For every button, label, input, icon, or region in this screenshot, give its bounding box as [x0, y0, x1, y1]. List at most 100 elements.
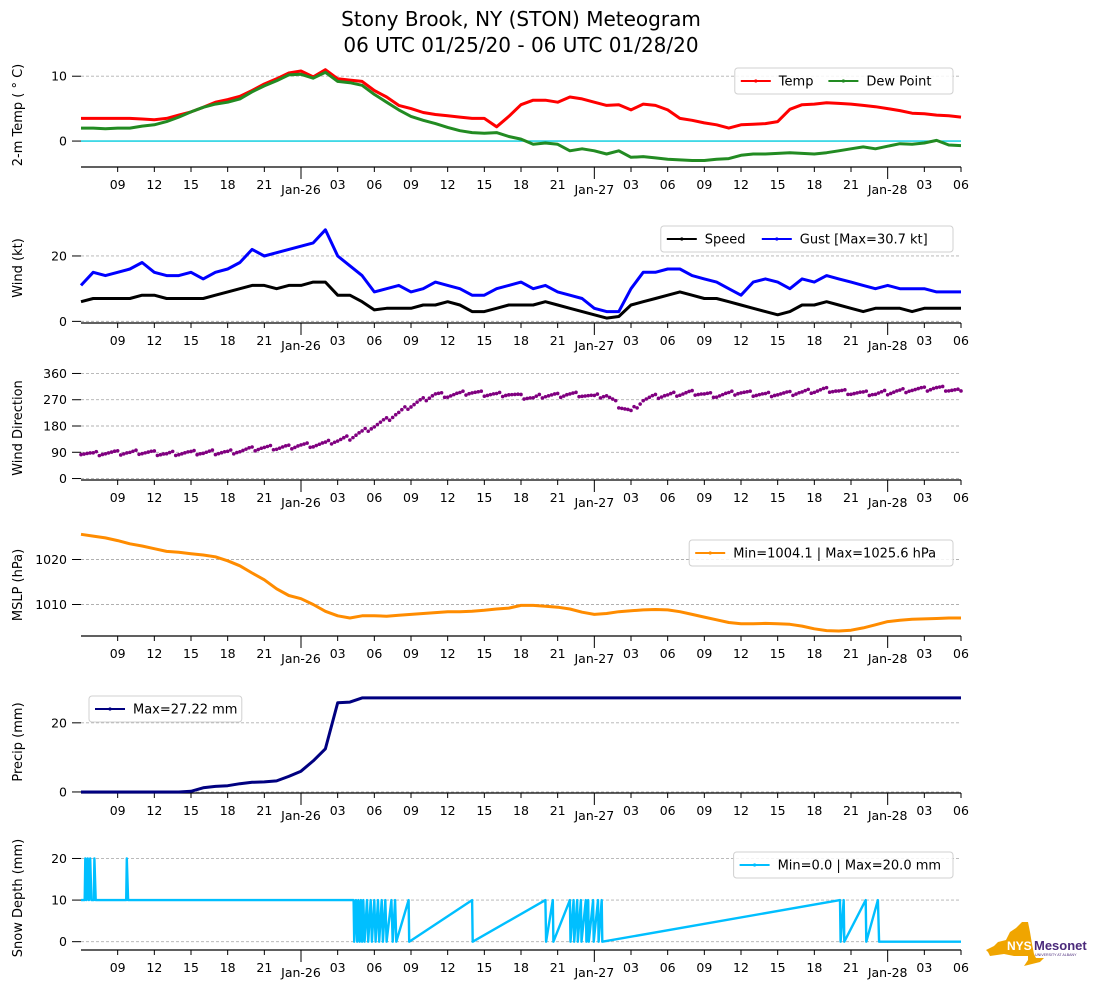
wind-direction-point — [861, 390, 866, 394]
panel-mslp: 1010 1020 MSLP (hPa) 09 12 15 18 21 03 06 09 12 15 18… — [11, 532, 969, 666]
wind-direction-point — [641, 398, 646, 403]
x-tick-label: 12 — [733, 803, 749, 818]
x-tick-label: 06 — [660, 960, 676, 975]
x-tick-label: 15 — [183, 177, 199, 192]
wind-direction-point — [956, 387, 960, 392]
legend: Speed Gust [Max=30.7 kt] — [660, 225, 954, 253]
wind-direction-point — [519, 392, 523, 397]
wind-direction-point — [409, 405, 413, 409]
x-tick-label: 15 — [770, 177, 786, 192]
wind-direction-point — [913, 387, 917, 392]
wind-direction-point — [85, 451, 89, 456]
wind-direction-point — [830, 389, 835, 394]
wind-direction-point — [806, 387, 811, 392]
wind-direction-point — [653, 392, 658, 397]
wind-direction-point — [455, 391, 459, 396]
x-tick-label: 18 — [806, 177, 822, 192]
x-tick-label: 15 — [476, 646, 492, 661]
wind-direction-point — [418, 397, 422, 402]
wind-direction-point — [186, 450, 190, 454]
wind-direction-point — [895, 389, 899, 393]
wind-direction-point — [91, 450, 96, 455]
x-tick-label: 03 — [916, 960, 932, 975]
x-tick-label: 06 — [953, 960, 969, 975]
wind-direction-point — [390, 415, 395, 420]
wind-direction-point — [271, 447, 276, 452]
x-tick-label: 12 — [146, 960, 162, 975]
x-date-label: Jan-26 — [280, 182, 321, 197]
x-date-label: Jan-27 — [573, 182, 614, 197]
y-tick-label: 10 — [51, 893, 67, 908]
wind-direction-point — [317, 442, 322, 447]
wind-direction-point — [262, 445, 267, 450]
x-tick-label: 18 — [513, 490, 529, 505]
wind-direction-point — [503, 393, 508, 398]
wind-direction-point — [467, 391, 471, 396]
x-tick-label: 15 — [183, 490, 199, 505]
x-date-label: Jan-26 — [280, 965, 321, 980]
wind-direction-point — [430, 394, 435, 398]
series-line-temp — [81, 68, 962, 130]
wind-direction-point — [950, 388, 954, 393]
wind-direction-point — [522, 397, 526, 401]
wind-direction-point — [946, 389, 951, 393]
legend-label: Max=27.22 mm — [133, 703, 237, 718]
x-tick-label: 12 — [146, 333, 162, 348]
x-tick-label: 03 — [623, 960, 639, 975]
wind-direction-point — [668, 391, 673, 396]
wind-direction-point — [687, 389, 691, 394]
wind-direction-point — [470, 391, 474, 395]
x-tick-label: 12 — [146, 646, 162, 661]
wind-direction-point — [925, 389, 930, 393]
wind-direction-point — [540, 396, 545, 400]
wind-direction-point — [513, 392, 517, 397]
wind-direction-point — [665, 393, 670, 397]
x-tick-label: 03 — [916, 177, 932, 192]
wind-direction-point — [791, 393, 795, 398]
y-tick-label: 0 — [59, 471, 67, 486]
x-date-label: Jan-28 — [867, 338, 908, 353]
wind-direction-point — [778, 392, 783, 396]
wind-direction-point — [247, 446, 251, 450]
y-tick-label: 180 — [43, 419, 67, 434]
wind-direction-point — [329, 442, 334, 446]
x-tick-label: 09 — [403, 960, 419, 975]
y-axis-label: 2-m Temp ( ° C) — [11, 64, 26, 167]
wind-direction-point — [283, 444, 288, 448]
series-line-speed — [80, 280, 961, 320]
wind-direction-point — [659, 395, 664, 399]
x-tick-label: 21 — [256, 803, 272, 818]
wind-direction-point — [94, 449, 99, 454]
wind-direction-point — [898, 388, 902, 392]
legend: Temp Dew Point — [734, 67, 954, 95]
x-tick-label: 21 — [843, 333, 859, 348]
wind-direction-point — [326, 438, 331, 443]
x-tick-label: 12 — [440, 960, 456, 975]
wind-direction-point — [623, 407, 627, 411]
wind-direction-point — [601, 394, 606, 399]
y-tick-label: 270 — [43, 392, 67, 407]
legend-marker — [708, 551, 712, 555]
wind-direction-point — [476, 389, 481, 394]
y-tick-label: 10 — [51, 69, 67, 84]
wind-direction-point — [885, 392, 890, 397]
wind-direction-point — [803, 388, 807, 393]
x-tick-label: 06 — [366, 177, 382, 192]
wind-direction-point — [118, 453, 123, 457]
wind-direction-point — [396, 410, 401, 415]
panel-snow_depth: 0 10 20 Snow Depth (mm) 09 12 15 18 21 03 06 09 12 15… — [11, 839, 969, 980]
wind-direction-point — [378, 420, 383, 424]
wind-direction-point — [299, 443, 303, 447]
x-date-label: Jan-26 — [280, 808, 321, 823]
chart-title: Stony Brook, NY (STON) Meteogram 06 UTC … — [0, 6, 1042, 58]
chart-title-line2: 06 UTC 01/25/20 - 06 UTC 01/28/20 — [343, 33, 699, 57]
x-tick-label: 21 — [550, 960, 566, 975]
wind-direction-point — [82, 452, 86, 456]
x-tick-label: 12 — [733, 333, 749, 348]
wind-direction-point — [231, 452, 236, 456]
wind-direction-point — [809, 391, 814, 396]
y-tick-label: 90 — [51, 445, 67, 460]
wind-direction-point — [424, 398, 429, 403]
x-tick-label: 06 — [953, 803, 969, 818]
